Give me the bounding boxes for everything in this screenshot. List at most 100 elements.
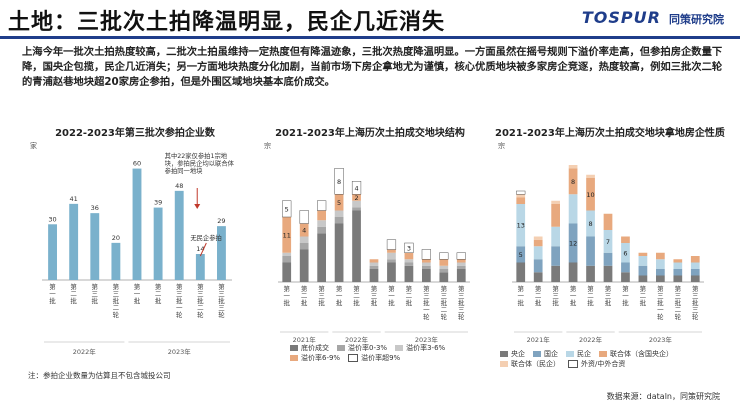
chart2-segment [352, 200, 361, 208]
chart2-category-label: 第三批 [318, 284, 325, 307]
chart2-data-label: 4 [354, 184, 358, 192]
chart3-category-label: 第二批 [640, 284, 647, 307]
chart3-legend-label: 外资/中外合资 [581, 360, 626, 368]
chart3-legend-item: 联合体（民企） [500, 359, 560, 369]
chart3-data-label: 7 [606, 238, 610, 246]
chart2-segment [439, 269, 449, 273]
chart3-segment [621, 243, 630, 263]
chart3-legend-swatch [500, 351, 508, 357]
chart2-segment [422, 259, 431, 263]
chart2-segment [282, 256, 292, 263]
data-source: 数据来源：dataln，同策研究院 [606, 392, 720, 401]
chart2-segment [282, 200, 292, 218]
chart3-data-label: 5 [519, 251, 523, 259]
chart2-legend-swatch [348, 354, 359, 362]
chart2-data-label: 2 [354, 194, 358, 202]
footnote: 注：参拍企业数量为估算且不包含城投公司 [28, 371, 171, 380]
chart2-group-label: 2023年 [415, 335, 439, 344]
chart2-segment [369, 262, 379, 266]
chart3-segment [621, 236, 630, 243]
chart3-legend-item: 民企 [566, 349, 591, 359]
chart1-bar [69, 203, 79, 280]
chart1-value-label: 41 [70, 195, 78, 203]
chart3-ylabel: 宗 [498, 141, 505, 150]
chart1-bar [174, 190, 184, 280]
chart3-segment [673, 269, 683, 276]
chart2-segment [422, 269, 431, 282]
chart3-data-label: 10 [586, 191, 594, 199]
chart3-legend-label: 联合体（民企） [511, 360, 560, 368]
chart2-segment [352, 194, 361, 201]
chart2-data-label: 5 [337, 199, 341, 207]
chart3-segment [586, 178, 595, 211]
chart2-segment [369, 259, 379, 263]
chart2-segment [439, 259, 449, 266]
chart3-legend-swatch [599, 351, 607, 357]
chart3-segment [603, 265, 613, 282]
chart2-ylabel: 宗 [264, 141, 271, 150]
chart3-category-label: 第三批 [552, 284, 559, 307]
chart3-segment [656, 259, 665, 269]
chart1-value-label: 20 [112, 234, 120, 242]
chart2-segment [404, 252, 414, 260]
chart1-bar [217, 226, 226, 280]
chart2-segment [439, 265, 449, 269]
chart2-segment [351, 181, 362, 195]
chart3-segment [690, 262, 700, 269]
chart1-value-label: 14 [196, 245, 204, 253]
chart3-segment [568, 168, 578, 195]
chart3-legend-item: 联合体（含国央企） [599, 349, 673, 359]
chart3-segment [638, 265, 648, 276]
chart3-legend-swatch [566, 351, 574, 357]
chart1-value-label: 36 [91, 204, 99, 212]
chart2-segment [369, 265, 379, 269]
chart3-segment [551, 200, 560, 204]
chart3-segment [516, 204, 526, 247]
chart2-title: 2021-2023年上海历次土拍成交地块结构 [275, 128, 465, 139]
chart3-group-label: 2022年 [579, 335, 603, 344]
brand-subtitle: 同策研究院 [669, 13, 724, 26]
chart1-title: 2022-2023年第三批次参拍企业数 [55, 128, 215, 139]
chart1-bar [90, 213, 100, 280]
chart3-category-label: 第三批二轮 [675, 284, 682, 321]
chart2-group-label: 2021年 [293, 335, 317, 344]
chart3-data-label: 8 [588, 220, 592, 228]
chart2-legend-label: 溢价率0-3% [348, 344, 388, 352]
chart2-category-label: 第二批 [353, 284, 360, 307]
chart2-segment [317, 210, 326, 221]
chart2-category-label: 第三批一轮 [423, 284, 430, 321]
chart2-legend-swatch [337, 345, 345, 351]
chart3-segment [533, 259, 543, 273]
chart3-segment [516, 190, 526, 195]
chart2-data-label: 5 [285, 205, 289, 213]
chart2-segment [334, 210, 344, 217]
chart3-legend: 央企 国企 民企 联合体（含国央企） 联合体（民企） 外资/中外合资 [500, 349, 730, 369]
chart2-category-label: 第一批 [388, 284, 395, 307]
chart3-segment [533, 239, 543, 247]
chart2-legend-label: 溢价率3-6% [406, 344, 446, 352]
chart2-segment [299, 223, 309, 237]
chart2-legend-item: 溢价率超9% [348, 353, 400, 363]
summary-paragraph: 上海今年一批次土拍热度较高，二批次土拍虽维持一定热度但有降温迹象，三批次热度降温… [22, 46, 723, 88]
chart1-value-label: 48 [175, 182, 183, 190]
chart2-segment [404, 242, 414, 253]
chart3-segment [673, 259, 683, 263]
chart2-legend-item: 溢价率3-6% [395, 343, 445, 353]
chart2-segment [334, 217, 344, 224]
chart1-annotation-arrow [199, 242, 207, 257]
chart2-segment [456, 262, 466, 266]
chart2-legend-label: 溢价率超9% [361, 354, 401, 362]
chart1-bar [195, 254, 205, 280]
chart3-segment [533, 272, 543, 282]
chart1-arrow-head [194, 204, 201, 209]
chart3-segment [516, 246, 526, 263]
chart3-segment [621, 262, 630, 273]
chart3-data-label: 6 [623, 249, 627, 257]
chart3-group-label: 2021年 [527, 335, 551, 344]
chart3-data-label: 8 [571, 178, 575, 186]
chart3-category-label: 第二批 [535, 284, 542, 307]
chart2-group-label: 2022年 [345, 335, 369, 344]
chart3-data-label: 12 [569, 240, 577, 248]
chart3-segment [516, 262, 526, 282]
